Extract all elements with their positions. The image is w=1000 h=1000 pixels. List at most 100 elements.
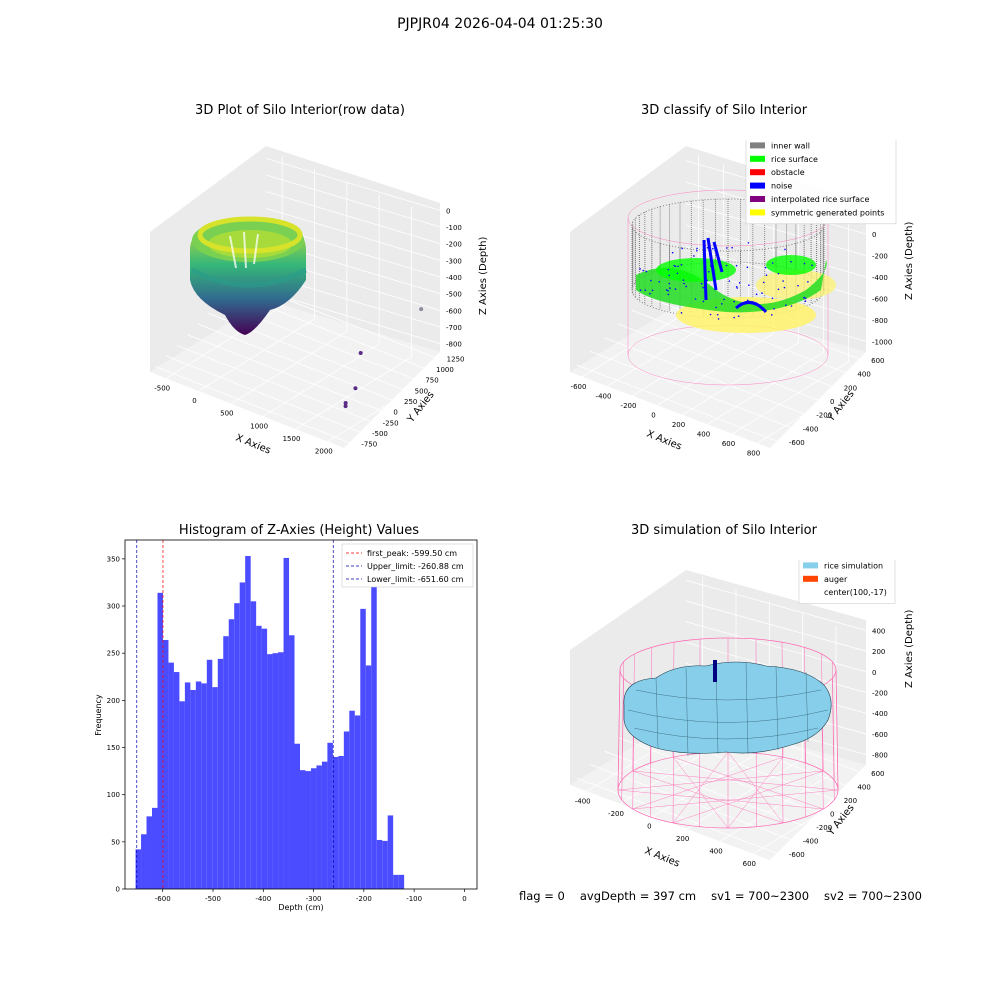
noise-point — [671, 251, 674, 254]
histogram-bar — [267, 654, 273, 889]
y-tick-label: -200 — [816, 824, 832, 832]
silo-floor-line — [672, 756, 729, 829]
silo-floor-line — [617, 770, 824, 791]
z-tick-label: -1000 — [872, 338, 892, 346]
x-tick-label: 2000 — [315, 448, 333, 456]
legend-swatch — [803, 562, 818, 569]
grid-line — [753, 783, 870, 855]
outlier-point — [358, 350, 363, 355]
z-tick-label: -800 — [872, 752, 888, 760]
legend-label: auger — [824, 575, 848, 584]
grid-line — [685, 203, 867, 256]
noise-point — [707, 270, 710, 273]
z-tick-label: -800 — [446, 341, 462, 349]
y-tick-label: 0 — [830, 811, 834, 819]
x-tick-label: 200 — [672, 421, 685, 429]
depth-histogram: -600 -500 -400 -300 -200 -100 0 0 50 100 150 200 25… — [94, 539, 478, 912]
grid-line — [265, 174, 441, 228]
histogram-bar — [179, 701, 185, 889]
histogram-bar — [354, 715, 361, 889]
noise-point — [667, 289, 669, 292]
histogram-bar — [256, 625, 262, 889]
silo-wire-column — [617, 669, 621, 791]
histogram-bar — [376, 839, 383, 889]
x-tick-label: 600 — [722, 440, 735, 448]
noise-point — [658, 281, 661, 283]
histogram-bar — [146, 816, 153, 889]
silo-floor-line — [632, 789, 839, 810]
histogram-bar — [141, 834, 147, 889]
x-tick-label: 0 — [462, 895, 466, 903]
silo-floor-line — [617, 789, 824, 810]
x-tick-label: 200 — [676, 835, 689, 843]
figure-title: PJPJR04 2026-04-04 01:25:30 — [397, 16, 603, 32]
grid-line — [262, 343, 380, 417]
grid-line — [685, 621, 867, 673]
x-tick-label: 0 — [647, 822, 651, 830]
noise-point — [713, 277, 716, 279]
noise-point — [716, 313, 719, 316]
grid-line — [197, 323, 393, 401]
noise-point — [803, 296, 806, 299]
noise-point — [704, 260, 706, 263]
histogram-title: Histogram of Z-Axies (Height) Values — [178, 523, 420, 538]
noise-point — [674, 265, 677, 268]
y-tick-label: 250 — [107, 650, 120, 658]
z-tick-label: -500 — [446, 291, 462, 299]
noise-point — [717, 318, 720, 320]
grid-line — [685, 600, 867, 652]
legend-swatch — [750, 182, 765, 189]
noise-point — [696, 250, 698, 252]
histogram-bar — [382, 840, 388, 889]
noise-point — [651, 289, 654, 292]
histogram-bar — [135, 849, 142, 889]
grid-line — [198, 318, 315, 392]
noise-point — [677, 265, 679, 268]
histogram-bar — [360, 608, 366, 889]
noise-point — [735, 285, 738, 288]
histogram-bar — [250, 601, 257, 889]
noise-point — [673, 264, 676, 267]
legend-label: rice simulation — [824, 561, 883, 570]
grid-line — [682, 342, 799, 416]
noise-point — [777, 272, 780, 275]
histogram-bar — [201, 683, 207, 889]
x-tick-labels: -500 0 500 1000 1500 2000 — [154, 384, 333, 455]
noise-point — [803, 262, 806, 265]
x-tick-label: -200 — [608, 810, 624, 818]
grid-line — [631, 309, 832, 387]
noise-point — [668, 282, 671, 285]
histogram-bar — [195, 681, 202, 889]
noise-point — [761, 292, 763, 294]
noise-point — [736, 287, 739, 289]
outlier-point — [353, 386, 358, 391]
z-tick-label: -200 — [446, 241, 462, 249]
plot2-title: 3D classify of Silo Interior — [640, 103, 808, 118]
noise-point — [723, 298, 725, 301]
y-tick-label: -600 — [789, 439, 805, 447]
x-tick-label: 500 — [220, 410, 233, 418]
plot4-title: 3D simulation of Silo Interior — [631, 523, 817, 538]
y-tick-label: 150 — [107, 744, 120, 752]
histogram-bar — [398, 874, 405, 889]
z-axis-label: Z Axies (Depth) — [904, 222, 915, 300]
noise-point — [771, 314, 773, 316]
rice-simulation-surface — [623, 661, 832, 757]
noise-point — [681, 247, 683, 250]
status-footer: flag = 0 avgDepth = 397 cm sv1 = 700~2300 s… — [519, 889, 937, 903]
y-tick-label: -400 — [803, 425, 819, 433]
noise-point — [746, 299, 749, 302]
x-tick-label: -200 — [621, 402, 637, 410]
noise-point — [680, 263, 683, 266]
histogram-bar — [234, 603, 240, 889]
x-tick-label: -600 — [155, 895, 171, 903]
legend-label: inner wall — [771, 141, 810, 150]
z-tick-label: -400 — [872, 274, 888, 282]
noise-point — [733, 300, 735, 303]
rice-surface-cloud — [636, 237, 836, 333]
grid-line — [590, 351, 791, 428]
